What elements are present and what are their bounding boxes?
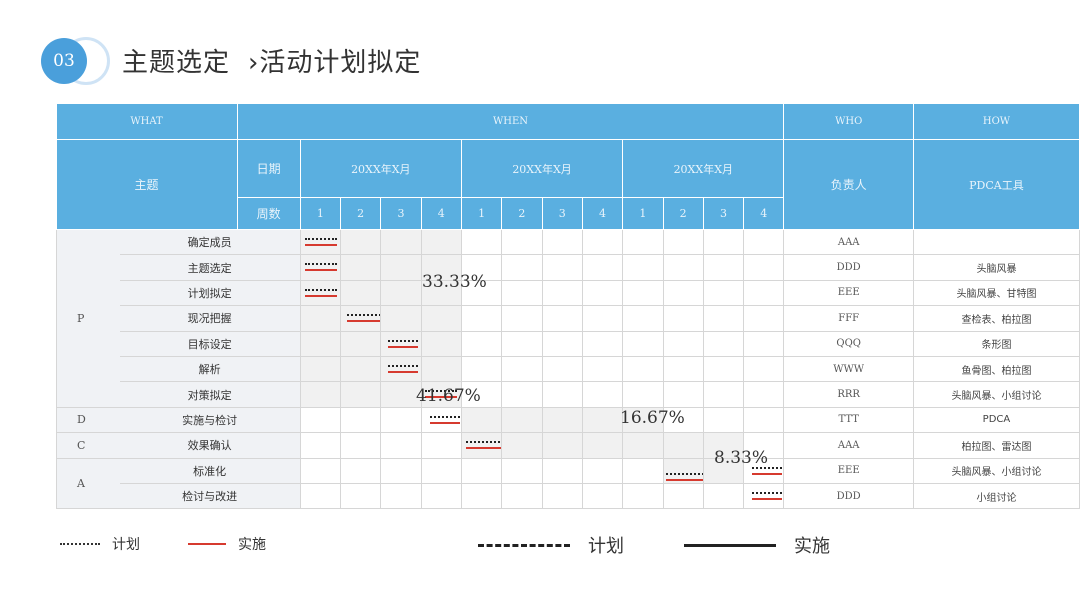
- tool-cell: 条形图: [912, 330, 1080, 357]
- task-name: 对策拟定: [119, 381, 301, 408]
- table-row: P 确定成员 AAA: [55, 228, 1080, 408]
- header-tool: PDCA工具: [913, 139, 1080, 230]
- percent-label: 33.33%: [422, 272, 487, 292]
- tool-cell: 头脑风暴: [912, 254, 1080, 281]
- actual-line-swatch: [188, 543, 226, 545]
- category-c: C: [55, 432, 120, 459]
- table-row: A 标准化 EEE 头脑风暴、小组讨论: [55, 457, 1080, 510]
- header-who: WHO: [783, 104, 914, 140]
- section-number-badge: 03: [41, 38, 87, 84]
- tool-cell: 小组讨论: [912, 482, 1080, 510]
- task-name: 解析: [119, 355, 301, 383]
- owner-cell: QQQ: [783, 330, 914, 357]
- legend-actual-big: 实施: [684, 532, 830, 558]
- tool-cell: 查检表、柏拉图: [912, 305, 1080, 332]
- week-10: 2: [663, 197, 704, 230]
- task-name: 目标设定: [119, 330, 301, 357]
- week-6: 2: [501, 197, 543, 230]
- task-name: 效果确认: [119, 432, 301, 459]
- tool-cell: 柏拉图、雷达图: [912, 432, 1080, 459]
- table-row: 计划拟定 EEE 头脑风暴、甘特图: [57, 279, 1080, 307]
- tool-cell: [912, 228, 1080, 256]
- actual-solid-swatch: [684, 543, 776, 547]
- owner-cell: FFF: [783, 305, 914, 332]
- table-row: 现况把握 FFF 查检表、柏拉图: [57, 305, 1080, 332]
- category-d: D: [55, 406, 120, 434]
- tool-cell: 鱼骨图、柏拉图: [912, 355, 1080, 383]
- percent-label: 16.67%: [620, 408, 685, 428]
- owner-cell: AAA: [783, 432, 914, 459]
- header-week: 周数: [237, 197, 301, 230]
- page-title: 主题选定 ›活动计划拟定: [122, 42, 421, 79]
- legend-plan-label: 计划: [112, 537, 140, 553]
- owner-cell: WWW: [783, 355, 914, 383]
- owner-cell: TTT: [783, 406, 914, 434]
- week-9: 1: [622, 197, 664, 230]
- task-name: 计划拟定: [119, 279, 301, 307]
- task-name: 主题选定: [119, 254, 301, 281]
- week-8: 4: [582, 197, 624, 230]
- category-a: A: [55, 457, 120, 510]
- owner-cell: DDD: [783, 482, 914, 510]
- header-when: WHEN: [237, 104, 785, 140]
- week-4: 4: [421, 197, 462, 230]
- header-how: HOW: [913, 104, 1080, 140]
- week-3: 3: [380, 197, 422, 230]
- table-row: 解析 WWW 鱼骨图、柏拉图: [57, 355, 1080, 383]
- task-name: 确定成员: [119, 228, 301, 256]
- task-name: 检讨与改进: [119, 482, 301, 510]
- table-row: 对策拟定 RRR 头脑风暴、小组讨论: [57, 381, 1080, 408]
- week-7: 3: [542, 197, 583, 230]
- legend-actual-label: 实施: [238, 537, 266, 553]
- task-name: 实施与检讨: [119, 406, 301, 434]
- week-12: 4: [743, 197, 785, 230]
- legend-plan-big-label: 计划: [588, 536, 624, 557]
- table-row: 检讨与改进 DDD 小组讨论: [57, 482, 1080, 510]
- header-month-3: 20XX年X月: [622, 139, 785, 198]
- tool-cell: 头脑风暴、小组讨论: [912, 381, 1080, 408]
- category-p: P: [55, 229, 120, 408]
- owner-cell: DDD: [783, 254, 914, 281]
- legend-plan-small: 计划: [60, 534, 140, 554]
- plan-line-swatch: [60, 543, 100, 545]
- percent-label: 8.33%: [714, 448, 769, 468]
- owner-cell: RRR: [783, 381, 914, 408]
- week-5: 1: [461, 197, 503, 230]
- owner-cell: AAA: [783, 228, 914, 256]
- header-theme: 主题: [56, 139, 238, 230]
- legend-actual-big-label: 实施: [794, 536, 830, 557]
- header-what: WHAT: [56, 104, 238, 140]
- table-row: 目标设定 QQQ 条形图: [57, 330, 1080, 357]
- gantt-table: WHAT WHEN WHO HOW 主题 日期 20XX年X月 20XX年X月 …: [55, 104, 1080, 510]
- task-name: 现况把握: [119, 305, 301, 332]
- plan-dashed-swatch: [478, 543, 570, 547]
- task-name: 标准化: [119, 457, 301, 484]
- table-row: C 效果确认 AAA 柏拉图、雷达图: [55, 432, 1080, 459]
- percent-label: 41.67%: [416, 386, 481, 406]
- tool-cell: 头脑风暴、小组讨论: [912, 457, 1080, 484]
- title-sub: ›活动计划拟定: [248, 48, 422, 78]
- owner-cell: EEE: [783, 457, 914, 484]
- week-11: 3: [703, 197, 745, 230]
- legend-actual-small: 实施: [188, 534, 266, 554]
- tool-cell: 头脑风暴、甘特图: [912, 279, 1080, 307]
- week-2: 2: [340, 197, 382, 230]
- header-month-1: 20XX年X月: [300, 139, 462, 198]
- owner-cell: EEE: [783, 279, 914, 307]
- table-row: D 实施与检讨 TTT PDCA: [55, 406, 1080, 434]
- legend-plan-big: 计划: [478, 532, 624, 558]
- title-main: 主题选定: [122, 48, 231, 78]
- header-owner: 负责人: [783, 139, 914, 230]
- header-date: 日期: [237, 139, 301, 198]
- tool-cell: PDCA: [912, 406, 1080, 434]
- week-1: 1: [300, 197, 342, 230]
- header-month-2: 20XX年X月: [461, 139, 624, 198]
- table-row: 主题选定 DDD 头脑风暴: [57, 254, 1080, 281]
